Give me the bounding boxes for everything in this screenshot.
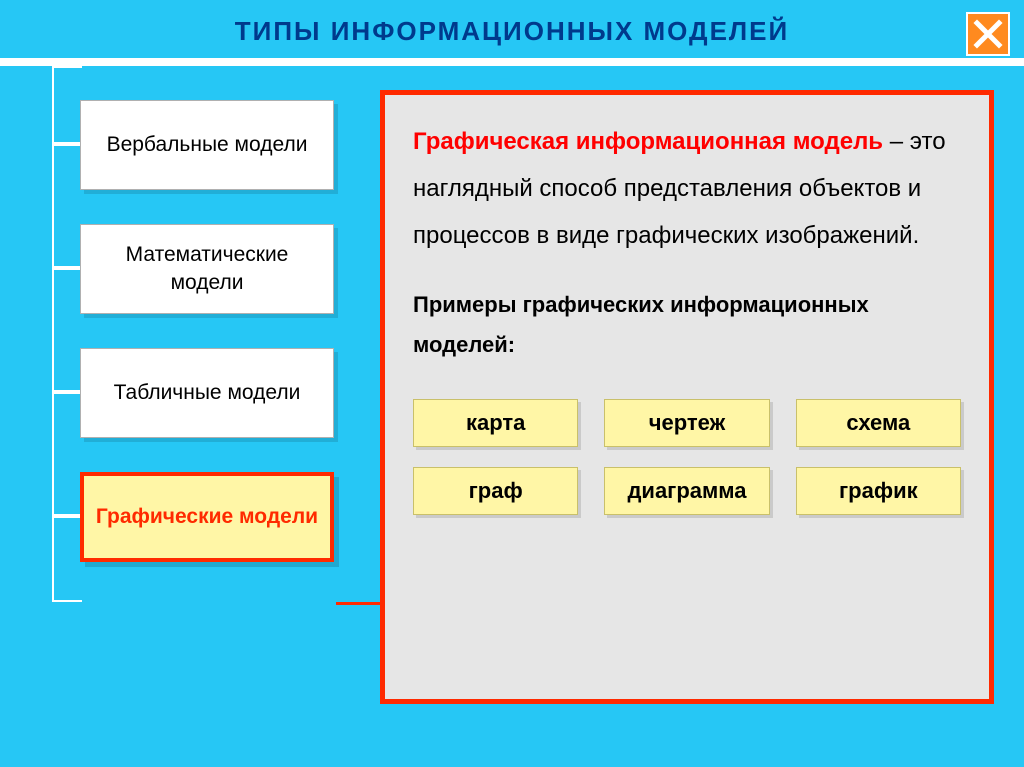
sidebar-item-label: Вербальные модели	[107, 131, 308, 159]
tree-connector	[52, 144, 82, 268]
title-underline	[0, 58, 1024, 66]
model-types-tree: Вербальные модели Математические модели …	[22, 66, 342, 562]
chip-label: график	[839, 478, 918, 504]
example-chip-diagram[interactable]: диаграмма	[604, 467, 769, 515]
sidebar-item-math[interactable]: Математические модели	[80, 224, 334, 314]
tree-connector	[52, 392, 82, 516]
active-node-connector	[336, 602, 380, 605]
example-chip-scheme[interactable]: схема	[796, 399, 961, 447]
chip-label: карта	[466, 410, 525, 436]
sidebar-item-graphic[interactable]: Графические модели	[80, 472, 334, 562]
content-panel: Графическая информационная модель – это …	[380, 90, 994, 704]
slide-canvas: ТИПЫ ИНФОРМАЦИОННЫХ МОДЕЛЕЙ Вербальные м…	[0, 0, 1024, 767]
definition-text: Графическая информационная модель – это …	[413, 119, 961, 259]
tree-connector	[52, 516, 82, 602]
close-button[interactable]	[966, 12, 1010, 56]
sidebar-item-label: Табличные модели	[114, 379, 301, 407]
tree-connector	[52, 268, 82, 392]
sidebar-item-label: Математические модели	[89, 241, 325, 298]
chip-label: схема	[846, 410, 910, 436]
chip-label: диаграмма	[627, 478, 746, 504]
example-chip-drawing[interactable]: чертеж	[604, 399, 769, 447]
example-chip-chart[interactable]: график	[796, 467, 961, 515]
definition-term: Графическая информационная модель	[413, 128, 883, 155]
sidebar-item-verbal[interactable]: Вербальные модели	[80, 100, 334, 190]
example-chip-graph[interactable]: граф	[413, 467, 578, 515]
page-title: ТИПЫ ИНФОРМАЦИОННЫХ МОДЕЛЕЙ	[0, 0, 1024, 55]
sidebar-item-table[interactable]: Табличные модели	[80, 348, 334, 438]
examples-heading: Примеры графических информационных модел…	[413, 285, 961, 364]
examples-grid: карта чертеж схема граф диаграмма график	[413, 399, 961, 515]
sidebar-item-label: Графические модели	[96, 503, 318, 531]
close-icon	[972, 18, 1004, 50]
example-chip-map[interactable]: карта	[413, 399, 578, 447]
chip-label: чертеж	[649, 410, 725, 436]
chip-label: граф	[469, 478, 523, 504]
tree-connector	[52, 66, 82, 144]
